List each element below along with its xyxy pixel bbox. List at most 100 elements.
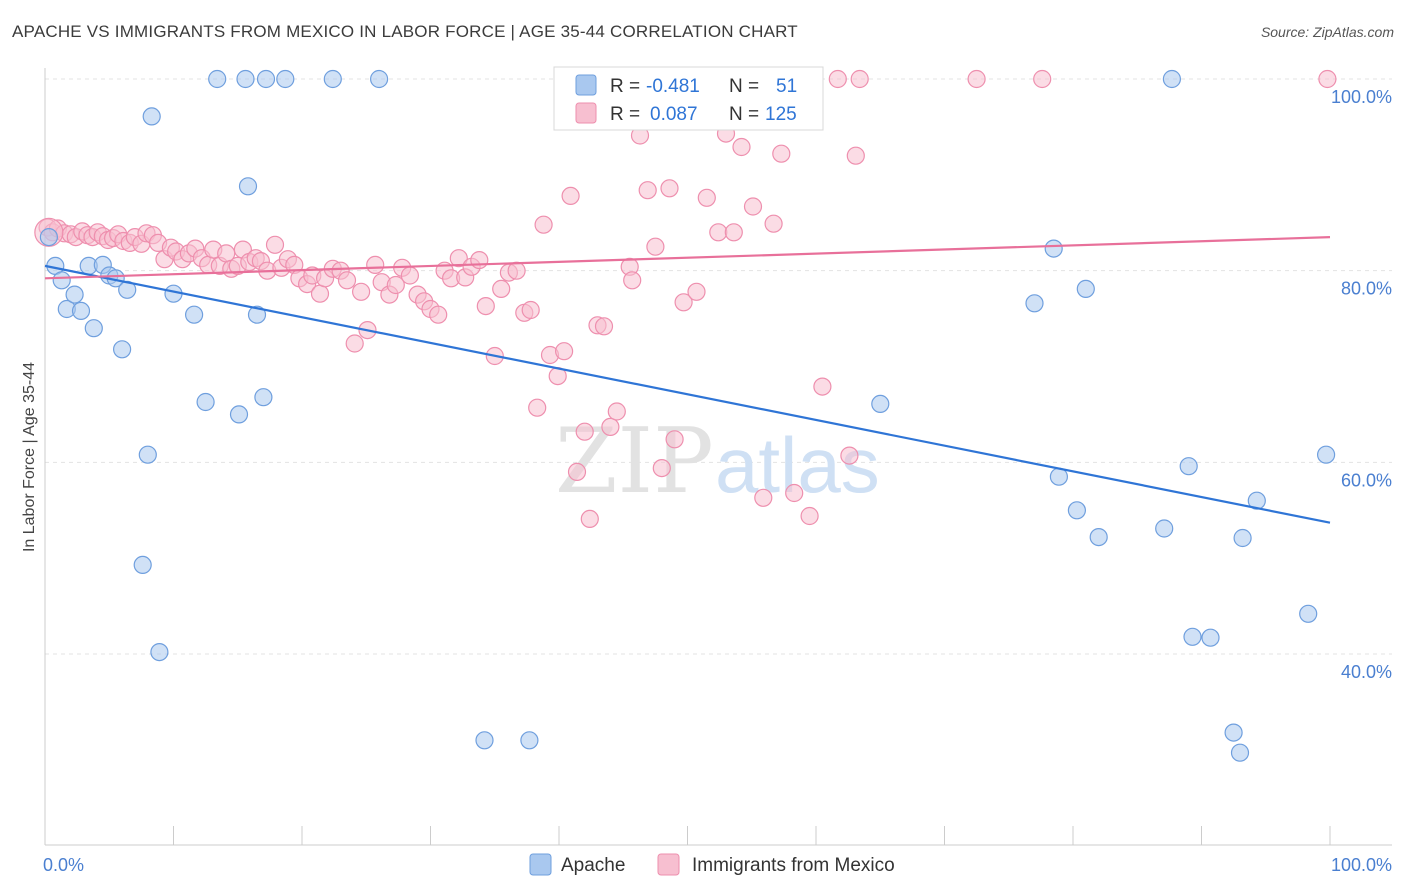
gridlines [45, 78, 1392, 655]
apache-point [1233, 528, 1252, 548]
apache-point [150, 642, 169, 662]
apache-point [254, 388, 273, 407]
apache-point [112, 340, 132, 359]
apache-point [238, 177, 258, 196]
mexico-point [623, 271, 642, 290]
mexico-point [366, 255, 385, 274]
mexico-point [687, 282, 706, 301]
apache-point [370, 69, 389, 89]
apache-point [1155, 519, 1174, 538]
mexico-point [345, 334, 364, 353]
mexico-point [352, 282, 371, 301]
mexico-point [554, 342, 574, 361]
apache-point [142, 107, 161, 126]
x-tick-label-0: 0.0% [43, 855, 84, 875]
mexico-point [492, 279, 511, 298]
apache-point [236, 69, 255, 89]
mexico-point [743, 197, 763, 216]
apache-trend-line [44, 264, 1331, 524]
mexico-point [813, 377, 832, 396]
apache-point [229, 405, 249, 424]
mexico-point [470, 251, 489, 270]
legend-apache-swatch [529, 853, 552, 876]
apache-point [71, 301, 91, 320]
tick-labels: 40.0% 60.0% 80.0% 100.0% 0.0% 100.0% [43, 87, 1392, 875]
apache-swatch [575, 74, 597, 96]
mexico-point [310, 284, 330, 303]
apache-point [196, 392, 215, 412]
mexico-point [575, 422, 594, 441]
legend-mexico-label: Immigrants from Mexico [692, 855, 895, 876]
mexico-point [724, 223, 743, 242]
apache-point [1183, 627, 1202, 646]
apache-point [208, 69, 227, 89]
apache-point [1179, 457, 1198, 476]
y-axis-label: In Labor Force | Age 35-44 [21, 362, 38, 552]
chart-source: Source: ZipAtlas.com [1260, 24, 1394, 40]
y-tick-label-100: 100.0% [1331, 87, 1392, 107]
apache-point [256, 69, 276, 89]
apache-point [1025, 294, 1044, 313]
legend-mexico-swatch [657, 853, 680, 876]
mexico-point [507, 261, 526, 280]
mexico-point [709, 223, 728, 242]
mexico-point [449, 249, 468, 268]
apache-point [1299, 604, 1318, 623]
mexico-point [1033, 69, 1052, 89]
mexico-point [521, 300, 540, 320]
apache-point [1201, 628, 1220, 647]
mexico-point [846, 146, 865, 165]
apache-point [1067, 501, 1087, 520]
mexico-point [601, 417, 620, 436]
mexico-point [534, 215, 553, 234]
mexico-point [594, 317, 614, 336]
stats-legend: R = -0.481 N = 51 R = 0.087 N = 125 [553, 66, 824, 131]
mexico-point [840, 446, 859, 465]
mexico-point [660, 179, 679, 198]
axes [44, 68, 1392, 846]
mexico-point [785, 483, 804, 503]
apache-n-value: 51 [776, 76, 797, 97]
apache-point [247, 305, 267, 324]
mexico-point [646, 237, 665, 256]
apache-point [65, 285, 84, 304]
apache-point [1316, 445, 1336, 464]
trend-lines [44, 236, 1331, 524]
y-tick-label-40: 40.0% [1341, 662, 1392, 682]
apache-point [1076, 279, 1095, 298]
mexico-point [528, 398, 547, 417]
mexico-point [386, 275, 405, 295]
mexico-n-value: 125 [765, 104, 797, 125]
apache-r-label: R = [610, 76, 640, 97]
mexico-point [561, 186, 580, 205]
mexico-point [754, 488, 773, 507]
apache-point [871, 394, 890, 413]
apache-point [1224, 723, 1243, 742]
apache-point [1089, 527, 1108, 547]
mexico-point [828, 69, 847, 89]
mexico-point [764, 214, 783, 233]
mexico-point [337, 271, 357, 290]
y-tick-label-60: 60.0% [1341, 470, 1392, 490]
apache-point [84, 319, 103, 338]
apache-r-value: -0.481 [646, 76, 700, 97]
apache-point [133, 555, 152, 575]
apache-point [1230, 743, 1250, 762]
apache-point [520, 731, 539, 750]
legend-apache-label: Apache [561, 855, 625, 876]
apache-point [138, 445, 157, 464]
mexico-point [429, 305, 448, 324]
mexico-point [638, 181, 657, 200]
mexico-point [697, 188, 716, 207]
mexico-point [665, 430, 684, 449]
y-tick-label-80: 80.0% [1341, 279, 1392, 299]
apache-point [276, 69, 295, 89]
mexico-point [476, 297, 495, 316]
mexico-n-label: N = [729, 104, 759, 125]
apache-n-label: N = [729, 76, 759, 97]
mexico-point [400, 266, 419, 285]
mexico-point [652, 459, 671, 478]
stats-legend-box [553, 66, 824, 131]
apache-point [39, 228, 59, 247]
